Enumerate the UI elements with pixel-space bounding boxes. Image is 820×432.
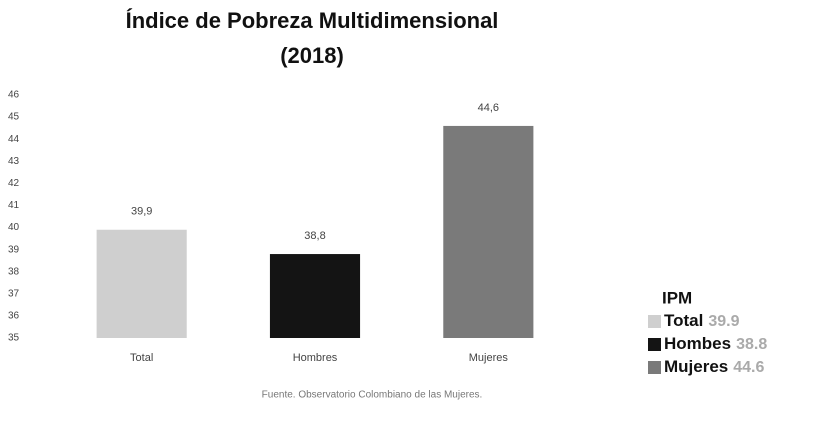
x-tick-label: Mujeres (469, 352, 509, 364)
x-tick-label: Hombres (293, 352, 338, 364)
chart-title: (2018) (280, 43, 344, 68)
data-label: 44,6 (478, 102, 499, 114)
legend-swatch (648, 361, 661, 374)
y-tick-label: 40 (8, 222, 20, 233)
y-tick-label: 44 (8, 134, 20, 145)
legend-swatch (648, 315, 661, 328)
legend-title: IPM (662, 288, 692, 307)
legend-label: Hombes 38.8 (664, 334, 767, 353)
bar (96, 229, 187, 338)
y-tick-label: 41 (8, 200, 20, 211)
y-tick-label: 35 (8, 333, 20, 344)
legend-swatch (648, 338, 661, 351)
y-tick-label: 36 (8, 311, 20, 322)
data-label: 39,9 (131, 206, 152, 218)
legend-value: 39.9 (708, 313, 739, 330)
x-tick-label: Total (130, 352, 153, 364)
bar (443, 125, 534, 338)
y-tick-label: 38 (8, 266, 20, 277)
legend-name: Hombes (664, 334, 731, 353)
y-tick-label: 39 (8, 244, 20, 255)
legend-value: 38.8 (736, 336, 767, 353)
y-tick-label: 37 (8, 288, 20, 299)
source-note: Fuente. Observatorio Colombiano de las M… (262, 390, 483, 401)
legend-name: Total (664, 311, 703, 330)
legend-name: Mujeres (664, 357, 728, 376)
data-label: 38,8 (304, 230, 325, 242)
y-tick-label: 46 (8, 90, 20, 101)
y-tick-label: 45 (8, 112, 20, 123)
y-tick-label: 42 (8, 178, 20, 189)
legend-value: 44.6 (733, 359, 764, 376)
legend-label: Total 39.9 (664, 311, 740, 330)
legend-label: Mujeres 44.6 (664, 357, 764, 376)
bar (269, 254, 361, 338)
y-tick-label: 43 (8, 156, 20, 167)
chart-title: Índice de Pobreza Multidimensional (126, 8, 499, 33)
